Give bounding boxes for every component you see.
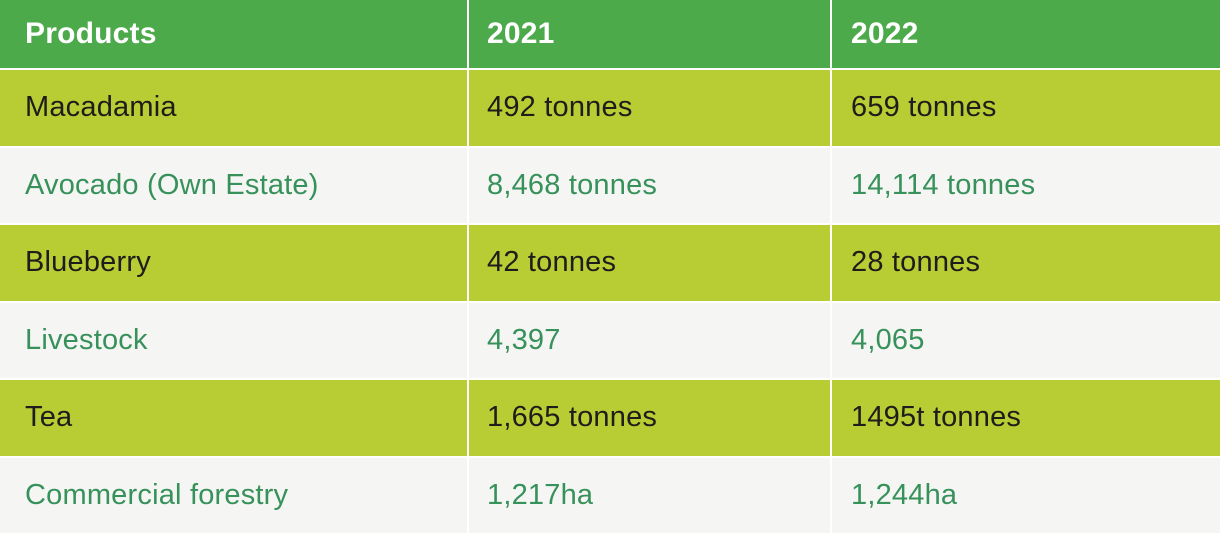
value-2022-cell: 28 tonnes [832, 225, 1220, 301]
product-name-cell: Commercial forestry [0, 457, 467, 533]
value-2022-cell: 1,244ha [832, 457, 1220, 533]
column-header-2021: 2021 [469, 0, 830, 68]
value-2021-cell: 8,468 tonnes [469, 147, 830, 223]
value-2021-cell: 42 tonnes [469, 225, 830, 301]
column-header-2022: 2022 [832, 0, 1220, 68]
value-2022-cell: 659 tonnes [832, 70, 1220, 146]
value-2022-cell: 14,114 tonnes [832, 147, 1220, 223]
value-2021-cell: 4,397 [469, 302, 830, 378]
value-2021-cell: 1,217ha [469, 457, 830, 533]
product-name-cell: Macadamia [0, 70, 467, 146]
product-name-cell: Avocado (Own Estate) [0, 147, 467, 223]
product-name-cell: Blueberry [0, 225, 467, 301]
product-name-cell: Tea [0, 380, 467, 456]
value-2021-cell: 1,665 tonnes [469, 380, 830, 456]
value-2022-cell: 4,065 [832, 302, 1220, 378]
value-2021-cell: 492 tonnes [469, 70, 830, 146]
product-name-cell: Livestock [0, 302, 467, 378]
value-2022-cell: 1495t tonnes [832, 380, 1220, 456]
column-header-products: Products [0, 0, 467, 68]
